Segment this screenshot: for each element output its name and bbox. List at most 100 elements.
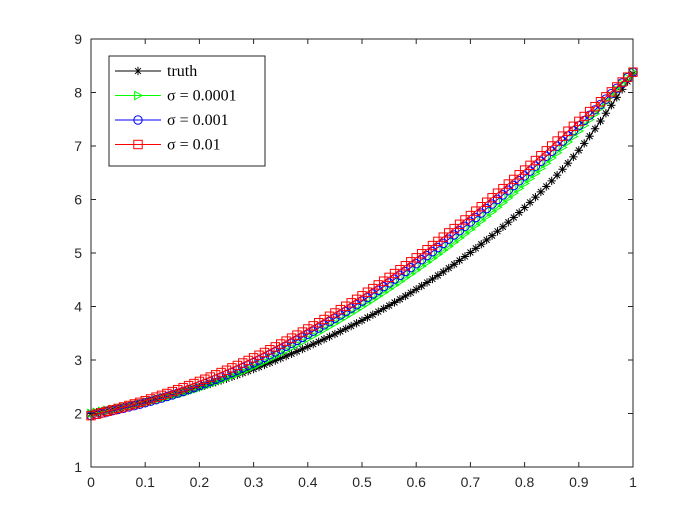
data-point xyxy=(579,111,589,122)
legend-marker xyxy=(133,66,143,76)
y-tick-label: 2 xyxy=(74,406,82,422)
data-point xyxy=(525,198,535,207)
data-point xyxy=(520,203,529,212)
data-point xyxy=(255,358,265,369)
data-point xyxy=(466,248,475,257)
data-point xyxy=(249,361,259,372)
data-point xyxy=(417,281,426,291)
data-point xyxy=(341,301,351,311)
data-point xyxy=(320,324,330,335)
data-point xyxy=(590,101,600,112)
data-point xyxy=(357,291,367,301)
data-point xyxy=(449,260,459,269)
data-point xyxy=(113,403,123,414)
data-point xyxy=(260,356,270,367)
data-point xyxy=(325,321,335,332)
data-point xyxy=(363,298,373,309)
x-tick-label: 1 xyxy=(629,474,637,490)
data-point xyxy=(227,363,237,373)
data-point xyxy=(118,402,129,412)
data-point xyxy=(330,308,340,318)
data-point xyxy=(580,139,589,148)
data-point xyxy=(145,394,156,404)
data-point xyxy=(471,220,482,231)
data-point xyxy=(557,136,568,146)
data-point xyxy=(313,317,324,328)
data-point xyxy=(428,274,437,284)
ticks-layer: 0 0.1 0.2 0.3 0.4 0.5 0.6 0.7 0.8 0.9 1 1 2 3 4 5 6 7 8 9 xyxy=(74,31,637,490)
data-point xyxy=(314,327,324,338)
data-point xyxy=(461,228,471,239)
data-point xyxy=(569,152,578,162)
data-point xyxy=(493,227,502,236)
data-point xyxy=(233,368,243,379)
data-point xyxy=(552,136,562,146)
legend-entry: σ = 0.001 xyxy=(115,112,229,129)
data-point xyxy=(401,291,410,301)
data-point xyxy=(569,131,579,142)
data-point xyxy=(422,278,432,287)
data-point xyxy=(259,347,270,358)
data-point xyxy=(585,114,595,125)
data-point xyxy=(97,408,107,418)
data-point xyxy=(114,403,124,414)
data-point xyxy=(368,294,379,305)
data-point xyxy=(515,183,525,194)
data-point xyxy=(162,388,172,399)
legend-marker xyxy=(133,139,143,150)
data-point xyxy=(499,197,509,208)
data-point xyxy=(444,263,453,273)
data-point xyxy=(152,395,162,406)
data-point xyxy=(210,370,221,380)
y-tick-label: 3 xyxy=(74,352,82,368)
data-point xyxy=(455,256,464,265)
data-point xyxy=(331,318,341,329)
legend-entry: σ = 0.01 xyxy=(115,137,221,154)
data-point xyxy=(232,360,243,371)
data-point xyxy=(536,156,546,166)
data-point xyxy=(563,158,573,168)
data-point xyxy=(455,232,465,244)
data-point xyxy=(167,386,178,397)
data-point xyxy=(281,336,291,346)
legend-label: truth xyxy=(167,63,197,80)
data-point xyxy=(477,239,486,249)
data-point xyxy=(487,199,497,209)
legend-label: σ = 0.001 xyxy=(167,112,229,129)
data-point xyxy=(102,406,112,416)
data-point xyxy=(541,151,551,162)
y-tick-label: 1 xyxy=(74,459,82,475)
x-tick-label: 0.4 xyxy=(298,474,318,490)
data-point xyxy=(530,155,541,166)
data-point xyxy=(276,348,286,359)
x-tick-label: 0.1 xyxy=(135,474,155,490)
data-point xyxy=(530,161,541,171)
data-point xyxy=(607,101,616,110)
data-point xyxy=(282,345,292,356)
data-point xyxy=(276,339,286,349)
data-point xyxy=(358,301,368,312)
data-point xyxy=(439,245,449,256)
data-point xyxy=(297,327,308,337)
x-tick-label: 0 xyxy=(87,474,95,490)
data-point xyxy=(351,294,362,305)
data-point xyxy=(183,380,194,391)
data-point xyxy=(531,192,540,202)
legend-box xyxy=(108,55,266,167)
data-point xyxy=(503,185,514,195)
legend-entry: truth xyxy=(115,63,197,80)
data-point xyxy=(292,335,302,346)
data-point xyxy=(395,295,405,304)
legend-entry: σ = 0.0001 xyxy=(115,88,237,105)
data-point xyxy=(352,304,362,315)
data-point xyxy=(324,311,335,321)
data-point xyxy=(346,303,356,313)
data-point xyxy=(298,336,308,347)
data-point xyxy=(557,131,568,141)
data-point xyxy=(308,321,318,331)
data-point xyxy=(450,237,460,248)
data-point xyxy=(293,339,303,350)
x-tick-label: 0.2 xyxy=(190,474,210,490)
x-tick-label: 0.9 xyxy=(569,474,589,490)
data-point xyxy=(243,360,253,370)
